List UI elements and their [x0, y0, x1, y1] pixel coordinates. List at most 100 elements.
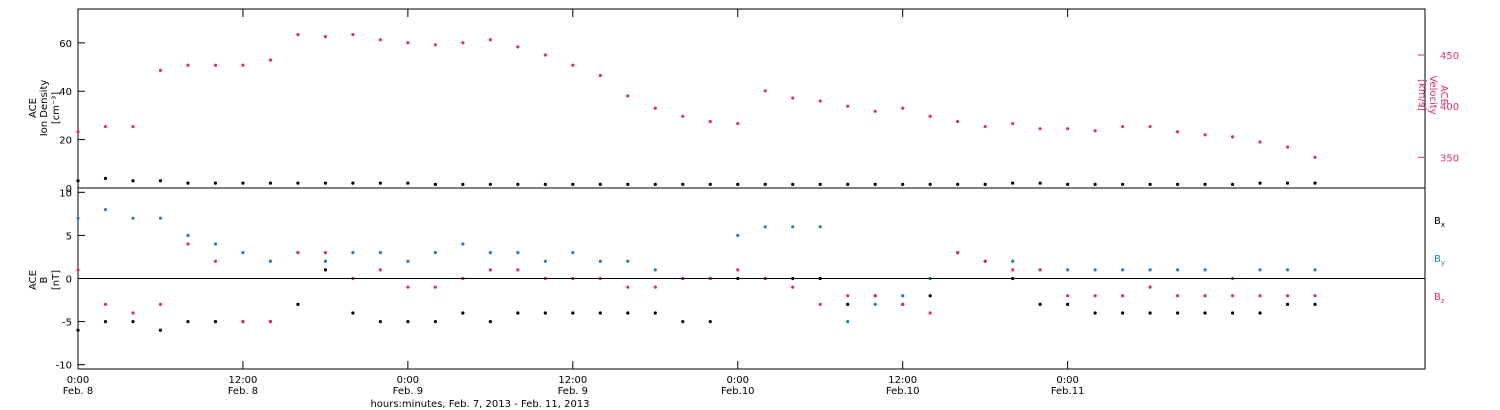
bottom-series2-point: [791, 285, 795, 289]
bottom-series1-point: [241, 251, 245, 255]
top-right-tick-label: 450: [1440, 51, 1459, 62]
top-series0-point: [131, 179, 135, 183]
top-series0-point: [461, 182, 465, 186]
bottom-series1-point: [516, 251, 520, 255]
x-tick-date: Feb. 8: [63, 386, 93, 397]
top-series0-point: [818, 182, 822, 186]
top-right-tick-label: 400: [1440, 102, 1459, 113]
bottom-series1-point: [433, 251, 437, 255]
bottom-series2-point: [818, 302, 822, 306]
bottom-series2-point: [1175, 294, 1180, 298]
bottom-series0-point: [846, 302, 850, 306]
top-series0-point: [846, 104, 850, 108]
x-tick-date: Feb.10: [721, 386, 755, 397]
bottom-series0-point: [626, 311, 630, 315]
legend-bz: Bz: [1434, 292, 1445, 305]
top-series0-point: [791, 182, 795, 186]
top-series0-point: [268, 58, 273, 62]
top-right-ylabel-line2: Velocity: [1427, 75, 1438, 114]
bottom-series2-point: [268, 320, 273, 324]
bottom-series0-point: [1285, 302, 1290, 306]
bottom-series0-point: [76, 328, 80, 332]
top-series0-point: [76, 130, 80, 134]
top-series0-point: [983, 182, 987, 186]
top-series0-point: [103, 176, 108, 180]
bottom-series1-point: [543, 259, 547, 263]
top-series0-point: [763, 182, 767, 186]
bottom-series0-point: [158, 328, 163, 332]
top-series0-point: [213, 181, 218, 185]
bottom-series2-point: [1258, 294, 1262, 298]
top-series0-point: [103, 125, 108, 129]
top-series0-point: [736, 182, 740, 186]
top-series0-point: [378, 38, 382, 42]
x-tick-time: 0:00: [727, 375, 749, 386]
top-series0-point: [1285, 181, 1290, 185]
top-series0-point: [76, 179, 80, 183]
top-series0-point: [928, 114, 932, 118]
top-series0-point: [598, 182, 602, 186]
top-series0-point: [1038, 181, 1042, 185]
top-series0-point: [873, 182, 877, 186]
top-series0-point: [1313, 181, 1317, 185]
bottom-series1-point: [378, 251, 382, 255]
bottom-series2-point: [1011, 268, 1015, 272]
top-series0-point: [818, 99, 822, 103]
bottom-series2-point: [103, 302, 108, 306]
bottom-tick-label: 10: [59, 188, 72, 199]
bottom-series2-point: [1203, 294, 1207, 298]
bottom-series1-point: [901, 294, 905, 298]
top-series0-point: [433, 43, 437, 47]
bottom-series0-point: [406, 320, 410, 324]
top-series0-point: [213, 63, 218, 67]
bottom-series0-point: [516, 311, 520, 315]
top-series0-point: [1175, 182, 1180, 186]
top-panel-frame: [77, 8, 1426, 189]
top-series0-point: [1121, 125, 1125, 129]
bottom-series2-point: [76, 268, 80, 272]
top-series0-point: [901, 182, 905, 186]
bottom-series1-point: [873, 302, 877, 306]
x-tick-time: 0:00: [397, 375, 419, 386]
top-series0-point: [928, 182, 932, 186]
legend-bz-main: B: [1434, 292, 1441, 303]
top-series0-point: [516, 45, 520, 49]
top-series0-point: [351, 181, 355, 185]
bottom-series0-point: [103, 320, 108, 324]
top-series0-point: [956, 119, 960, 124]
bottom-series0-point: [653, 311, 657, 315]
top-series0-point: [681, 182, 685, 186]
top-series0-point: [516, 182, 520, 186]
bottom-series1-point: [103, 207, 108, 212]
top-series0-point: [1285, 145, 1290, 149]
x-axis-title: hours:minutes, Feb. 7, 2013 - Feb. 11, 2…: [370, 399, 589, 410]
top-series0-point: [1148, 182, 1152, 186]
top-right-ylabel-line1: ACE: [1438, 85, 1449, 105]
top-series0-point: [1121, 182, 1125, 186]
bottom-series1-point: [213, 242, 218, 246]
legend-bx-main: B: [1434, 216, 1441, 227]
top-series0-point: [433, 182, 437, 186]
top-series0-point: [1175, 130, 1180, 134]
top-series0-point: [241, 181, 245, 185]
bottom-ylabel-line3: [nT]: [51, 270, 62, 290]
bottom-series1-point: [461, 242, 465, 246]
bottom-series0-point: [351, 311, 355, 315]
top-left-tick-label: 0: [66, 184, 72, 195]
legend-bx: Bx: [1434, 216, 1445, 229]
bottom-series2-point: [901, 302, 905, 306]
bottom-series1-point: [1148, 268, 1152, 272]
bottom-series2-point: [158, 302, 163, 306]
top-series0-point: [708, 119, 712, 124]
top-series0-point: [1093, 182, 1097, 186]
bottom-series2-point: [1121, 294, 1125, 298]
top-series0-point: [268, 181, 273, 185]
bottom-series0-point: [213, 320, 218, 324]
bottom-series2-point: [296, 251, 300, 255]
top-series0-point: [1093, 129, 1097, 133]
top-series0-point: [873, 109, 877, 113]
top-series0-point: [158, 179, 163, 183]
top-series0-point: [1203, 133, 1207, 137]
bottom-series2-point: [873, 294, 877, 298]
top-series0-point: [296, 32, 300, 37]
